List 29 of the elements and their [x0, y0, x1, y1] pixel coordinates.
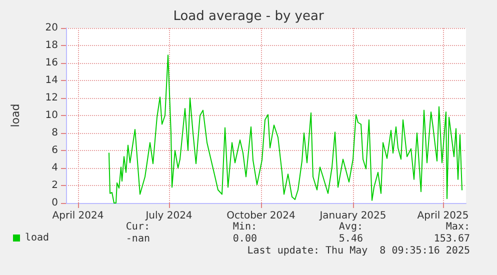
line-series	[108, 54, 462, 204]
x-tick-label: January 2025	[318, 210, 386, 222]
y-tick-label: 0	[52, 198, 58, 208]
x-tick-label: April 2024	[52, 210, 104, 222]
y-tick-label: 20	[45, 22, 58, 34]
y-tick-label: 4	[52, 162, 58, 174]
y-tick-label: 14	[45, 75, 58, 86]
text: -nan	[126, 234, 150, 244]
text: 153.67	[434, 234, 470, 244]
text: Cur:	[126, 222, 150, 232]
text: 0.00	[232, 234, 257, 244]
y-tick-label: 8	[52, 128, 58, 138]
y-tick-label: 10	[45, 110, 58, 121]
text: Last update: Thu May 8 09:35:16 2025	[247, 246, 470, 256]
x-tick-label: April 2025	[417, 210, 469, 222]
y-tick-label: 18	[45, 40, 58, 51]
y-tick-label: 6	[52, 145, 58, 156]
x-tick-label: July 2024	[144, 210, 192, 222]
legend-label: load	[25, 232, 50, 244]
text: Max:	[446, 222, 470, 232]
text: Min:	[232, 222, 257, 232]
y-tick-label: 2	[52, 180, 58, 191]
text: 5.46	[338, 234, 363, 244]
chart-title: Load average - by year	[173, 9, 324, 24]
y-tick-label: 16	[45, 58, 58, 68]
text: Avg:	[338, 222, 363, 232]
y-tick-label: 12	[45, 92, 58, 104]
x-tick-label: October 2024	[226, 210, 296, 222]
y-axis-title: load	[9, 104, 22, 128]
